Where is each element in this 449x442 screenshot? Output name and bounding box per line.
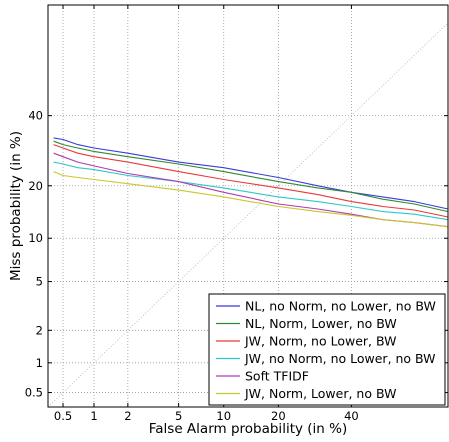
legend-entry-3: JW, Norm, no Lower, BW [244, 334, 396, 349]
reference-line [47, 22, 449, 408]
legend-entry-1: NL, no Norm, no Lower, no BW [245, 299, 436, 314]
legend-box [208, 293, 446, 406]
x-axis-label: False Alarm probability (in %) [149, 421, 347, 437]
plot-frame [47, 4, 449, 408]
legend-entry-6: JW, Norm, Lower, no BW [244, 386, 396, 401]
x-tick-label: 10 [216, 409, 231, 423]
y-tick-label: 0.5 [25, 386, 43, 400]
x-tick-label: 5 [175, 409, 182, 423]
y-tick-label: 10 [28, 231, 43, 245]
series-line-2 [53, 140, 449, 213]
series-line-5 [53, 152, 449, 228]
y-axis-label: Miss probability (in %) [8, 131, 24, 281]
series-line-6 [53, 171, 449, 228]
reference-diagonal [47, 22, 449, 408]
legend-entry-2: NL, Norm, Lower, no BW [245, 316, 397, 331]
y-tick-label: 1 [36, 356, 43, 370]
ticks: 0.5 1 2 5 10 20 40 0.5 1 2 5 10 20 40 [25, 5, 448, 423]
y-tick-label: 40 [28, 109, 43, 123]
x-tick-label: 0.5 [54, 409, 72, 423]
legend-entry-5: Soft TFIDF [245, 369, 309, 384]
series-line-1 [53, 137, 449, 210]
x-tick-label: 20 [271, 409, 286, 423]
series-group [53, 137, 449, 228]
legend-entry-4: JW, no Norm, no Lower, no BW [244, 351, 436, 366]
x-tick-label: 40 [344, 409, 359, 423]
y-tick-label: 20 [28, 179, 43, 193]
series-line-4 [53, 161, 449, 221]
legend: NL, no Norm, no Lower, no BW NL, Norm, Lo… [208, 293, 446, 406]
y-tick-label: 2 [36, 323, 43, 337]
x-tick-label: 2 [124, 409, 131, 423]
series-line-3 [53, 144, 449, 218]
x-tick-label: 1 [90, 409, 97, 423]
y-tick-label: 5 [36, 275, 43, 289]
